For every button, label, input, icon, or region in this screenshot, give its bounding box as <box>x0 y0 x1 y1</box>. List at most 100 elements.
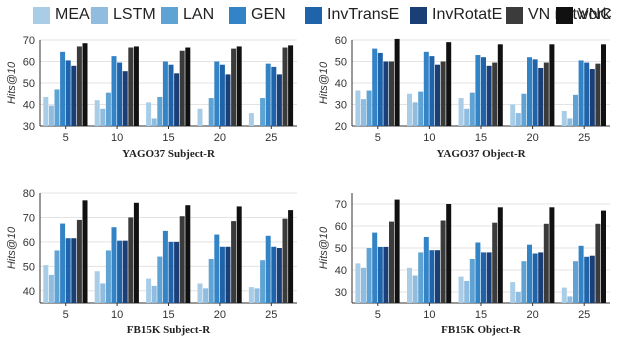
x-tick-label: 25 <box>578 132 590 144</box>
bar <box>561 287 567 303</box>
legend-item: LAN <box>161 5 214 25</box>
bar <box>185 205 191 303</box>
bar <box>168 64 174 126</box>
chart-title: YAGO37 Object-R <box>436 148 526 160</box>
bar <box>595 63 601 126</box>
bar <box>589 255 595 303</box>
legend-item: VNC <box>556 5 612 25</box>
bar <box>497 207 503 303</box>
bar <box>475 242 481 303</box>
bar <box>208 259 214 303</box>
bar <box>203 288 209 303</box>
bar <box>429 250 435 303</box>
bar <box>567 296 573 303</box>
x-tick-label: 25 <box>578 309 590 321</box>
bar <box>151 118 157 126</box>
bar <box>481 57 486 127</box>
bar <box>54 250 60 303</box>
bar <box>48 105 54 126</box>
bar <box>538 252 544 303</box>
chart-title: FB15K Object-R <box>441 324 522 336</box>
bar <box>276 248 282 303</box>
legend-item: InvTransE <box>305 5 399 25</box>
bar <box>532 253 538 303</box>
bar <box>440 220 446 303</box>
bar <box>464 281 470 303</box>
bar <box>122 240 128 303</box>
y-tick-label: 50 <box>335 243 347 255</box>
x-tick-label: 20 <box>526 132 538 144</box>
bar <box>527 244 532 303</box>
bar <box>282 218 288 303</box>
bar <box>377 246 383 303</box>
bar <box>271 246 277 303</box>
bar <box>361 267 366 303</box>
y-tick-label: 40 <box>23 286 35 298</box>
y-tick-label: 60 <box>23 57 35 69</box>
bar <box>377 52 383 126</box>
bar <box>515 292 521 303</box>
x-tick-label: 5 <box>375 132 381 144</box>
bar <box>407 93 412 126</box>
bar <box>128 47 134 126</box>
bar <box>214 61 220 126</box>
legend-swatch <box>506 6 523 24</box>
bar <box>282 47 288 126</box>
bar <box>236 206 242 303</box>
y-tick-label: 60 <box>335 35 347 47</box>
bar <box>423 237 429 303</box>
bar <box>105 250 111 303</box>
bar <box>412 275 418 303</box>
x-tick-label: 5 <box>375 309 381 321</box>
bar <box>394 38 400 126</box>
bar <box>423 51 429 126</box>
bar <box>82 200 88 303</box>
chart-panel: 30 40 50 60 70 Hits@10 5 10 15 20 25 FB15K Object-R <box>318 193 610 336</box>
bar <box>236 46 242 127</box>
x-tick-label: 15 <box>475 309 487 321</box>
bar <box>584 62 590 126</box>
bar <box>276 74 282 126</box>
x-tick-label: 20 <box>526 309 538 321</box>
bar <box>464 108 470 126</box>
bar <box>174 73 180 126</box>
bar <box>219 64 225 126</box>
bar <box>271 66 277 127</box>
bar <box>288 210 294 303</box>
bar <box>162 230 168 303</box>
legend: MEAN LSTM LAN GEN InvTransE InvRotatE VN netwo… <box>0 0 625 30</box>
bar <box>573 94 578 126</box>
bar <box>469 92 475 126</box>
chart-panel: 40 50 60 70 80 Hits@10 5 10 15 20 25 FB15K Subject-… <box>6 188 297 336</box>
bar <box>179 216 185 303</box>
bar <box>412 102 418 126</box>
bar <box>105 92 111 126</box>
bar <box>481 252 486 303</box>
legend-item: GEN <box>229 5 286 25</box>
y-tick-label: 30 <box>335 100 347 112</box>
chart-title: FB15K Subject-R <box>127 324 211 336</box>
bar <box>486 252 492 303</box>
bar <box>71 65 77 126</box>
y-axis-label: Hits@10 <box>318 61 330 104</box>
bar <box>389 221 394 303</box>
y-tick-label: 30 <box>335 287 347 299</box>
legend-label: GEN <box>251 6 286 23</box>
bar <box>435 250 440 303</box>
bar <box>469 259 475 303</box>
bar <box>589 69 595 126</box>
bar <box>383 61 389 126</box>
bar <box>265 235 271 303</box>
y-tick-label: 70 <box>23 35 35 47</box>
bar <box>43 96 49 126</box>
bar <box>475 55 481 126</box>
bar <box>440 61 446 126</box>
bar <box>567 118 573 126</box>
y-tick-label: 40 <box>335 265 347 277</box>
bar <box>219 246 225 303</box>
bar <box>446 204 452 303</box>
legend-swatch <box>410 6 427 24</box>
bar <box>595 223 601 303</box>
y-tick-label: 50 <box>23 78 35 90</box>
y-tick-label: 80 <box>23 188 35 200</box>
